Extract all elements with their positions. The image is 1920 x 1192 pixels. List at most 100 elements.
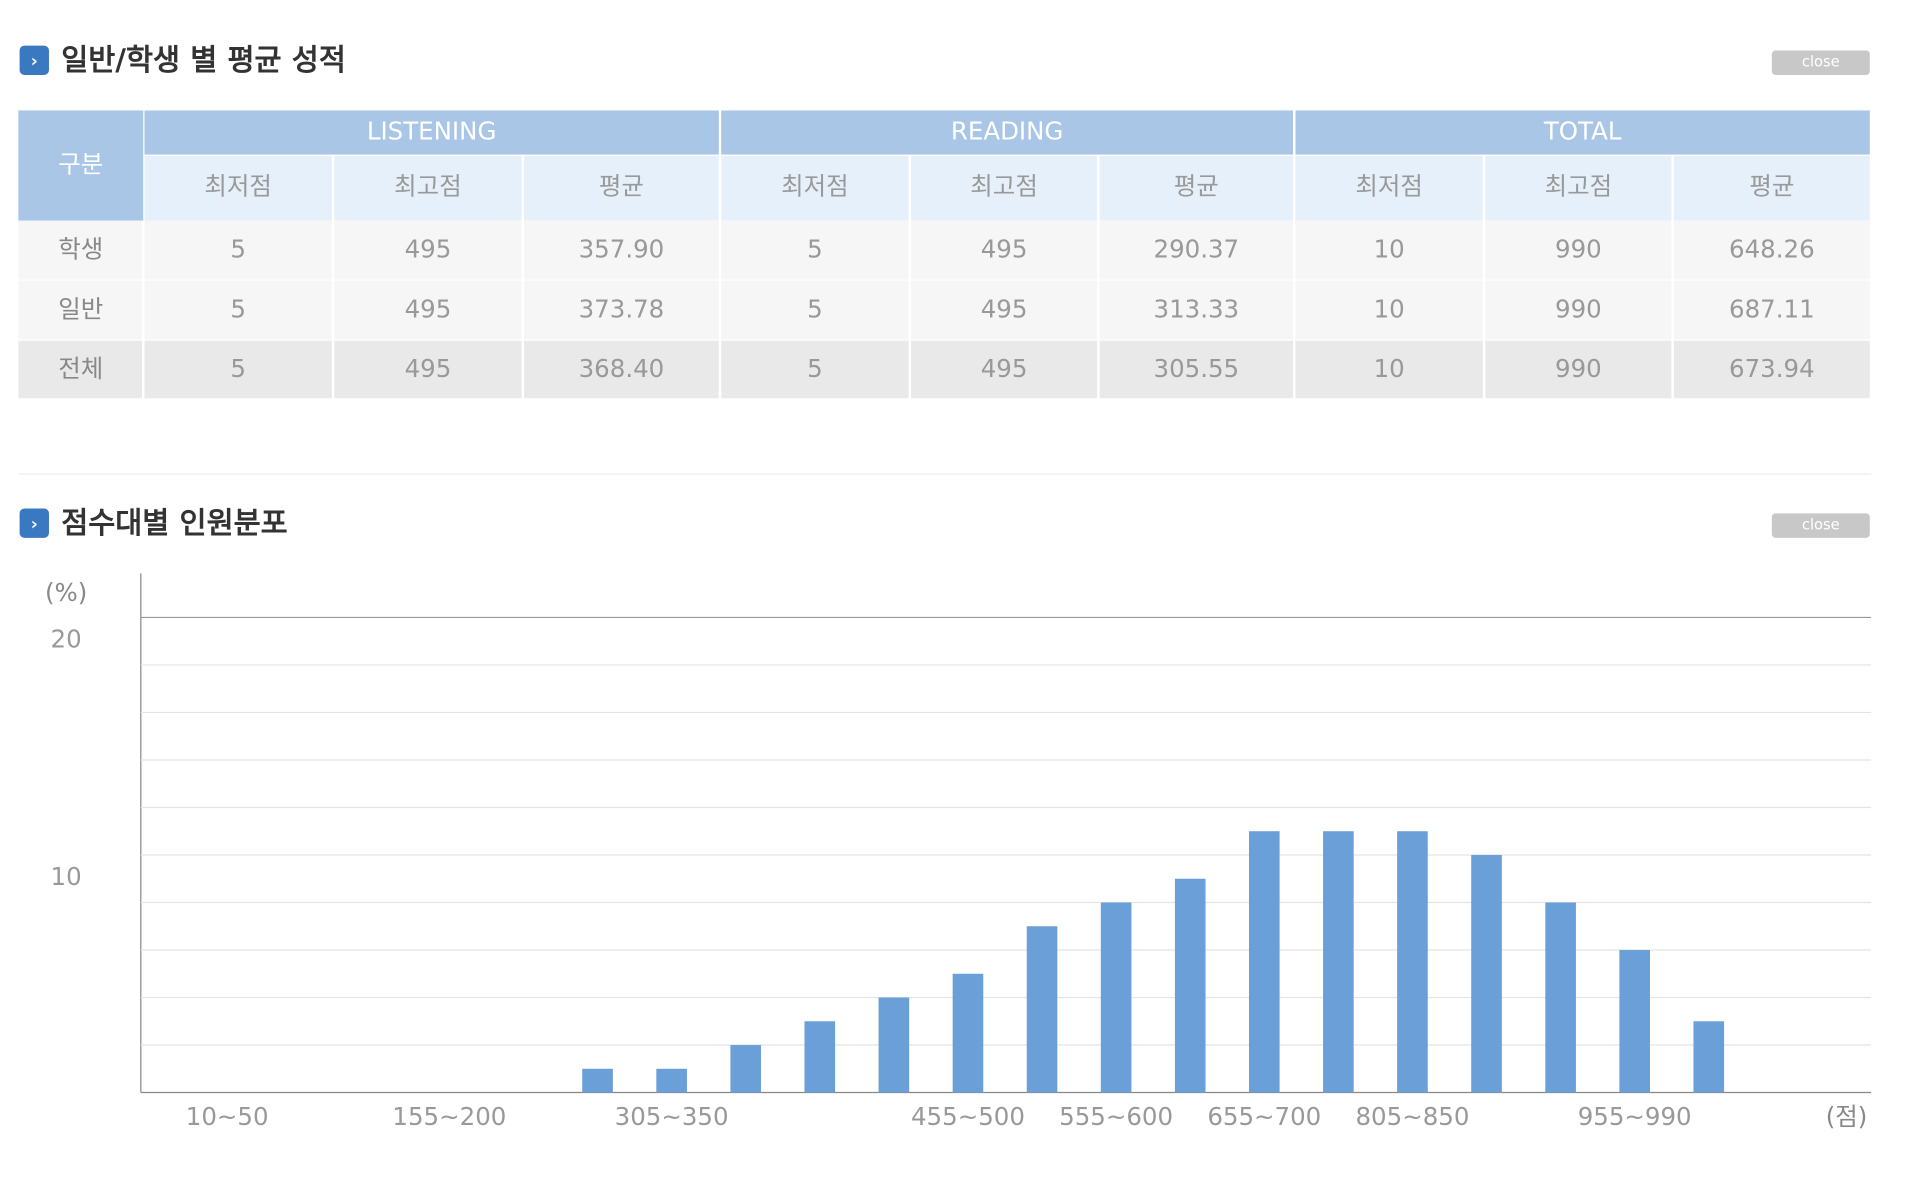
subheader-cell: [334, 155, 522, 221]
section-icon: [19, 508, 49, 538]
cell-value: 357.90: [579, 235, 665, 264]
bar: [656, 1068, 687, 1093]
cell: [911, 340, 1098, 399]
subheader-cell: [524, 155, 719, 221]
bar: [1545, 902, 1576, 1093]
cell-value: 495: [405, 235, 452, 264]
bar: [1100, 902, 1132, 1093]
group-header: [721, 110, 1294, 155]
cell: [524, 280, 719, 340]
cell: [524, 220, 719, 280]
bar: [878, 997, 910, 1093]
cell: [1295, 220, 1483, 280]
icon-arrow: ›: [31, 52, 38, 72]
group-header: [144, 110, 719, 155]
cell-value: 495: [981, 354, 1028, 383]
cell: [1485, 340, 1672, 399]
cell: [1673, 280, 1870, 340]
cell: [524, 340, 719, 399]
cell-value: 990: [1555, 235, 1602, 264]
cell: [1295, 280, 1483, 340]
x-tick-label: 10~50: [186, 1102, 269, 1131]
subheader-cell: [911, 155, 1098, 221]
cell-value: 10: [1374, 295, 1405, 324]
close-button[interactable]: [1771, 513, 1870, 538]
close-label[interactable]: close: [1802, 54, 1840, 71]
cell: [144, 280, 332, 340]
cell: [911, 280, 1098, 340]
cell-value: 990: [1555, 354, 1602, 383]
cell-value: 687.11: [1729, 295, 1815, 324]
cell-value: 5: [807, 235, 823, 264]
row-label: 학생: [58, 235, 103, 264]
cell: [1485, 220, 1672, 280]
subheader-cell: [721, 155, 909, 221]
x-tick-label: 805~850: [1355, 1102, 1469, 1131]
row-label: 전체: [58, 354, 103, 383]
subheader-label: 최고점: [1545, 172, 1613, 201]
cell-value: 495: [981, 235, 1028, 264]
cell-value: 10: [1374, 354, 1405, 383]
cell: [144, 220, 332, 280]
close-label[interactable]: close: [1802, 517, 1840, 534]
cell-value: 495: [981, 295, 1028, 324]
cell-value: 313.33: [1154, 295, 1240, 324]
bar: [1323, 831, 1354, 1093]
y-unit: (%): [45, 578, 87, 607]
cell-value: 5: [230, 295, 246, 324]
cell: [1673, 220, 1870, 280]
cell-value: 290.37: [1154, 235, 1240, 264]
row-label: 일반: [58, 295, 103, 324]
subheader-cell: [1673, 155, 1870, 221]
subheader-label: 최고점: [394, 172, 462, 201]
cell: [18, 280, 143, 340]
cell: [18, 220, 143, 280]
cell-value: 305.55: [1154, 354, 1240, 383]
bar: [1619, 950, 1650, 1093]
bar: [1471, 854, 1502, 1093]
cell: [1099, 280, 1294, 340]
bar: [730, 1045, 762, 1093]
subheader-label: 최저점: [1355, 172, 1423, 201]
cell: [1099, 220, 1294, 280]
x-unit: (점): [1826, 1102, 1868, 1131]
cell-value: 990: [1555, 295, 1602, 324]
cell-value: 5: [807, 295, 823, 324]
subheader-cell: [1099, 155, 1294, 221]
y-tick-label: 20: [51, 625, 82, 654]
x-tick-label: 155~200: [392, 1102, 506, 1131]
cell: [1099, 340, 1294, 399]
bar: [804, 1021, 836, 1093]
x-tick-label: 555~600: [1059, 1102, 1173, 1131]
close-button[interactable]: [1771, 50, 1870, 75]
subheader-label: 평균: [599, 172, 644, 201]
bar: [1693, 1021, 1725, 1093]
section-icon: [19, 45, 49, 75]
group-label: READING: [951, 117, 1064, 146]
cell: [721, 220, 909, 280]
x-tick-label: 455~500: [911, 1102, 1025, 1131]
cell: [144, 340, 332, 399]
cell: [911, 220, 1098, 280]
cell-value: 5: [807, 354, 823, 383]
subheader-cell: [1485, 155, 1672, 221]
y-tick-label: 10: [51, 862, 82, 891]
bar: [582, 1068, 613, 1093]
corner-label: 구분: [58, 150, 103, 179]
cell-value: 5: [230, 354, 246, 383]
cell: [334, 340, 522, 399]
bar: [1397, 831, 1428, 1093]
x-tick-label: 955~990: [1578, 1102, 1692, 1131]
header-cell: [18, 110, 144, 221]
cell: [334, 220, 522, 280]
cell: [721, 340, 909, 399]
cell: [1673, 340, 1870, 399]
bar: [1174, 878, 1206, 1093]
cell-value: 495: [405, 295, 452, 324]
cell-value: 368.40: [579, 354, 665, 383]
icon-arrow: ›: [31, 514, 38, 534]
bar: [1026, 926, 1058, 1093]
subheader-cell: [1295, 155, 1483, 221]
